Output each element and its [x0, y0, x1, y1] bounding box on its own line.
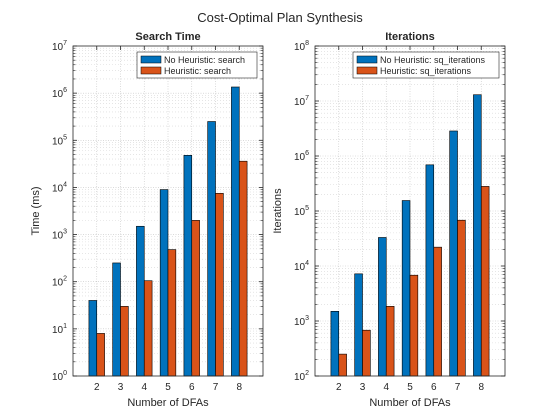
chart-1-title: Search Time [135, 31, 200, 43]
chart-1-bar [159, 189, 169, 377]
chart-2-x-tick-label: 7 [455, 382, 461, 393]
chart-2-bar [425, 164, 435, 377]
chart-2-bar [354, 273, 363, 377]
chart-1-legend-swatch [140, 55, 162, 64]
chart-1-y-tick-label: 102 [52, 276, 67, 289]
chart-2-bar [378, 237, 387, 377]
chart-2: 102 103 104 105 106 107 108 2 3 4 5 6 7 8 Iterations Nu… [272, 31, 506, 409]
chart-1-legend-label: Heuristic: search [164, 66, 231, 76]
chart-1-y-tick-label: 105 [52, 134, 67, 147]
chart-2-legend-label: No Heuristic: sq_iterations [380, 55, 486, 65]
chart-1-bar [167, 249, 177, 377]
chart-2-y-axis-label: Iterations [272, 188, 284, 234]
chart-2-y-tick-label: 102 [294, 370, 309, 383]
figure-title: Cost-Optimal Plan Synthesis [197, 10, 363, 25]
chart-2-bar [473, 94, 482, 377]
chart-2-bar [409, 274, 419, 377]
chart-1-legend-label: No Heuristic: search [164, 55, 245, 65]
chart-2-legend-swatch [356, 55, 378, 64]
chart-1-bar [88, 300, 98, 377]
chart-1-y-tick-label: 100 [52, 370, 67, 383]
chart-1-bar [112, 262, 121, 377]
chart-2-x-tick-label: 4 [383, 382, 389, 393]
chart-1-x-tick-label: 2 [94, 382, 100, 393]
chart-1-y-tick-label: 107 [52, 40, 67, 53]
chart-1-bar [143, 280, 153, 377]
chart-1-y-tick-label: 104 [52, 181, 67, 194]
chart-2-y-tick-label: 107 [294, 95, 309, 108]
chart-2-y-tick-label: 104 [294, 260, 309, 273]
chart-2-x-tick-label: 5 [407, 382, 413, 393]
charts: 100 101 102 103 104 105 106 107 2 3 4 5 6 7 8 Search Ti… [30, 31, 506, 409]
chart-2-x-tick-label: 8 [478, 382, 484, 393]
chart-2-bar [385, 306, 395, 377]
chart-1-x-tick-label: 6 [189, 382, 195, 393]
chart-1-bar [231, 86, 240, 377]
chart-1-x-tick-label: 7 [213, 382, 219, 393]
chart-1-bar [238, 160, 248, 377]
chart-1-y-tick-label: 101 [52, 323, 67, 336]
chart-2-bar [362, 329, 371, 377]
chart-2-legend-box [352, 51, 500, 79]
chart-2-x-tick-label: 3 [360, 382, 366, 393]
chart-2-y-tick-label: 108 [294, 40, 309, 53]
chart-2-bar [433, 246, 442, 377]
chart-1-bar [191, 220, 200, 377]
chart-1-bar [183, 155, 193, 377]
chart-1-legend-swatch [140, 66, 162, 75]
chart-2-x-axis-label: Number of DFAs [369, 397, 451, 409]
chart-2-bar [338, 353, 347, 377]
chart-1-y-tick-label: 103 [52, 229, 67, 242]
chart-1-x-tick-label: 5 [165, 382, 171, 393]
chart-2-x-tick-label: 2 [336, 382, 342, 393]
chart-1-bar [215, 193, 224, 377]
chart-1-x-axis-label: Number of DFAs [127, 397, 209, 409]
chart-1: 100 101 102 103 104 105 106 107 2 3 4 5 6 7 8 Search Ti… [30, 31, 264, 409]
chart-2-bar [457, 219, 466, 377]
chart-2-bar [449, 130, 458, 377]
chart-2-y-tick-label: 106 [294, 150, 309, 163]
chart-1-x-tick-label: 8 [236, 382, 242, 393]
chart-2-series-2 [338, 186, 490, 377]
chart-1-bar [136, 225, 145, 377]
chart-2-x-tick-label: 6 [431, 382, 437, 393]
chart-2-y-tick-label: 103 [294, 315, 309, 328]
chart-2-legend-label: Heuristic: sq_iterations [380, 66, 472, 76]
chart-2-title: Iterations [385, 31, 435, 43]
chart-2-bar [401, 200, 411, 377]
chart-1-y-tick-label: 106 [52, 87, 67, 100]
chart-2-bar [480, 186, 490, 377]
chart-1-bar [120, 306, 129, 377]
chart-2-y-tick-label: 105 [294, 205, 309, 218]
chart-2-legend-swatch [356, 66, 378, 75]
chart-1-x-tick-label: 3 [118, 382, 124, 393]
chart-1-bar [207, 121, 216, 377]
chart-1-series-2 [96, 160, 248, 377]
chart-1-x-tick-label: 4 [141, 382, 147, 393]
chart-1-bar [96, 333, 105, 377]
chart-1-y-axis-label: Time (ms) [30, 186, 42, 235]
chart-2-bar [330, 311, 340, 377]
